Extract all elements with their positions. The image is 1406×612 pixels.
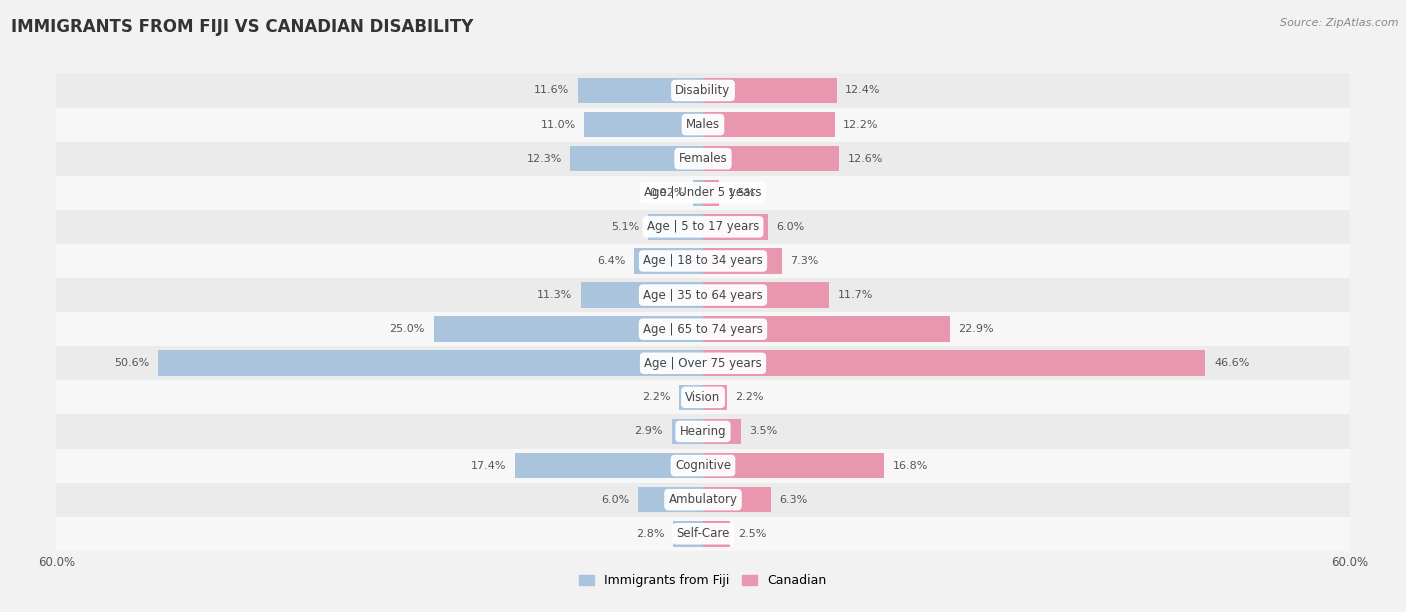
- Text: 2.2%: 2.2%: [643, 392, 671, 402]
- Bar: [703, 214, 768, 240]
- Bar: [703, 453, 884, 479]
- Text: 6.0%: 6.0%: [602, 494, 630, 505]
- Text: 50.6%: 50.6%: [114, 358, 149, 368]
- Text: 2.5%: 2.5%: [738, 529, 766, 539]
- Bar: [634, 248, 703, 274]
- Text: Age | 65 to 74 years: Age | 65 to 74 years: [643, 323, 763, 335]
- Text: IMMIGRANTS FROM FIJI VS CANADIAN DISABILITY: IMMIGRANTS FROM FIJI VS CANADIAN DISABIL…: [11, 18, 474, 36]
- Text: 11.7%: 11.7%: [838, 290, 873, 300]
- Bar: [703, 487, 770, 512]
- Text: 1.5%: 1.5%: [728, 188, 756, 198]
- Bar: [56, 108, 1350, 141]
- Bar: [56, 449, 1350, 483]
- Bar: [679, 384, 703, 410]
- Text: Females: Females: [679, 152, 727, 165]
- Text: 12.4%: 12.4%: [845, 86, 880, 95]
- Text: Age | 35 to 64 years: Age | 35 to 64 years: [643, 289, 763, 302]
- Bar: [56, 176, 1350, 210]
- Text: 46.6%: 46.6%: [1213, 358, 1250, 368]
- Bar: [157, 351, 703, 376]
- Text: 3.5%: 3.5%: [749, 427, 778, 436]
- Bar: [672, 419, 703, 444]
- Text: Age | 18 to 34 years: Age | 18 to 34 years: [643, 255, 763, 267]
- Bar: [703, 384, 727, 410]
- Bar: [56, 73, 1350, 108]
- Bar: [703, 112, 835, 137]
- Bar: [585, 112, 703, 137]
- Bar: [56, 414, 1350, 449]
- Bar: [648, 214, 703, 240]
- Bar: [703, 248, 782, 274]
- Text: Source: ZipAtlas.com: Source: ZipAtlas.com: [1281, 18, 1399, 28]
- Text: 2.9%: 2.9%: [634, 427, 664, 436]
- Legend: Immigrants from Fiji, Canadian: Immigrants from Fiji, Canadian: [575, 569, 831, 592]
- Text: 7.3%: 7.3%: [790, 256, 818, 266]
- Text: Hearing: Hearing: [679, 425, 727, 438]
- Text: 11.0%: 11.0%: [540, 119, 576, 130]
- Bar: [56, 483, 1350, 517]
- Bar: [703, 351, 1205, 376]
- Bar: [638, 487, 703, 512]
- Bar: [571, 146, 703, 171]
- Text: 0.92%: 0.92%: [650, 188, 685, 198]
- Text: 11.6%: 11.6%: [534, 86, 569, 95]
- Text: Self-Care: Self-Care: [676, 528, 730, 540]
- Bar: [433, 316, 703, 342]
- Text: Vision: Vision: [685, 391, 721, 404]
- Bar: [703, 78, 837, 103]
- Text: 12.6%: 12.6%: [848, 154, 883, 163]
- Bar: [56, 210, 1350, 244]
- Bar: [703, 146, 839, 171]
- Text: Age | Over 75 years: Age | Over 75 years: [644, 357, 762, 370]
- Text: 2.2%: 2.2%: [735, 392, 763, 402]
- Bar: [703, 180, 720, 206]
- Bar: [703, 316, 950, 342]
- Text: 22.9%: 22.9%: [959, 324, 994, 334]
- Bar: [516, 453, 703, 479]
- Bar: [703, 419, 741, 444]
- Text: Cognitive: Cognitive: [675, 459, 731, 472]
- Text: Males: Males: [686, 118, 720, 131]
- Text: 17.4%: 17.4%: [471, 461, 506, 471]
- Text: Ambulatory: Ambulatory: [668, 493, 738, 506]
- Bar: [56, 244, 1350, 278]
- Text: 16.8%: 16.8%: [893, 461, 928, 471]
- Bar: [703, 282, 830, 308]
- Bar: [56, 517, 1350, 551]
- Bar: [581, 282, 703, 308]
- Bar: [56, 312, 1350, 346]
- Text: Age | Under 5 years: Age | Under 5 years: [644, 186, 762, 200]
- Text: 2.8%: 2.8%: [636, 529, 664, 539]
- Bar: [673, 521, 703, 547]
- Text: 6.0%: 6.0%: [776, 222, 804, 232]
- Bar: [56, 346, 1350, 380]
- Text: 5.1%: 5.1%: [612, 222, 640, 232]
- Text: 12.2%: 12.2%: [844, 119, 879, 130]
- Text: 6.4%: 6.4%: [598, 256, 626, 266]
- Bar: [56, 380, 1350, 414]
- Bar: [693, 180, 703, 206]
- Text: 6.3%: 6.3%: [779, 494, 808, 505]
- Bar: [578, 78, 703, 103]
- Bar: [56, 141, 1350, 176]
- Bar: [56, 278, 1350, 312]
- Text: 12.3%: 12.3%: [526, 154, 562, 163]
- Text: 25.0%: 25.0%: [389, 324, 425, 334]
- Text: Disability: Disability: [675, 84, 731, 97]
- Bar: [703, 521, 730, 547]
- Text: 11.3%: 11.3%: [537, 290, 572, 300]
- Text: Age | 5 to 17 years: Age | 5 to 17 years: [647, 220, 759, 233]
